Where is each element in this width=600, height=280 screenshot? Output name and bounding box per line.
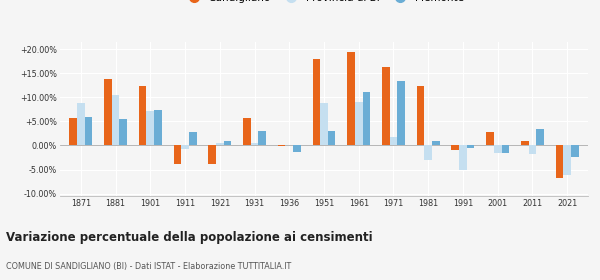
Bar (154, 110, 162, 146)
Bar (502, 146, 509, 153)
Bar (104, 79, 112, 146)
Bar (467, 146, 475, 148)
Bar (259, 130, 266, 146)
Bar (362, 92, 370, 146)
Bar (432, 141, 440, 146)
Bar (216, 143, 224, 146)
Bar (536, 129, 544, 146)
Bar (451, 146, 459, 150)
Text: Variazione percentuale della popolazione ai censimenti: Variazione percentuale della popolazione… (6, 231, 373, 244)
Bar (521, 141, 529, 146)
Bar (571, 146, 578, 157)
Bar (251, 143, 259, 146)
Bar (293, 146, 301, 152)
Bar (181, 146, 189, 149)
Bar (347, 52, 355, 146)
Bar (313, 59, 320, 146)
Bar (119, 119, 127, 146)
Bar (189, 132, 197, 146)
Bar (424, 146, 432, 160)
Bar (529, 146, 536, 154)
Bar (397, 81, 405, 146)
Bar (286, 145, 293, 146)
Bar (85, 117, 92, 146)
Bar (382, 67, 389, 146)
Bar (146, 111, 154, 146)
Bar (173, 146, 181, 164)
Bar (417, 86, 424, 146)
Bar (355, 102, 362, 146)
Bar (243, 118, 251, 146)
Bar (224, 141, 231, 146)
Bar (389, 137, 397, 146)
Bar (459, 146, 467, 170)
Bar (112, 95, 119, 146)
Bar (486, 132, 494, 146)
Bar (556, 146, 563, 178)
Bar (320, 103, 328, 146)
Bar (328, 131, 335, 146)
Bar (494, 146, 502, 153)
Bar (563, 146, 571, 175)
Legend: Sandigliano, Provincia di BI, Piemonte: Sandigliano, Provincia di BI, Piemonte (180, 0, 468, 7)
Text: COMUNE DI SANDIGLIANO (BI) - Dati ISTAT - Elaborazione TUTTITALIA.IT: COMUNE DI SANDIGLIANO (BI) - Dati ISTAT … (6, 262, 291, 271)
Bar (77, 103, 85, 146)
Bar (70, 118, 77, 146)
Bar (208, 146, 216, 164)
Bar (139, 86, 146, 146)
